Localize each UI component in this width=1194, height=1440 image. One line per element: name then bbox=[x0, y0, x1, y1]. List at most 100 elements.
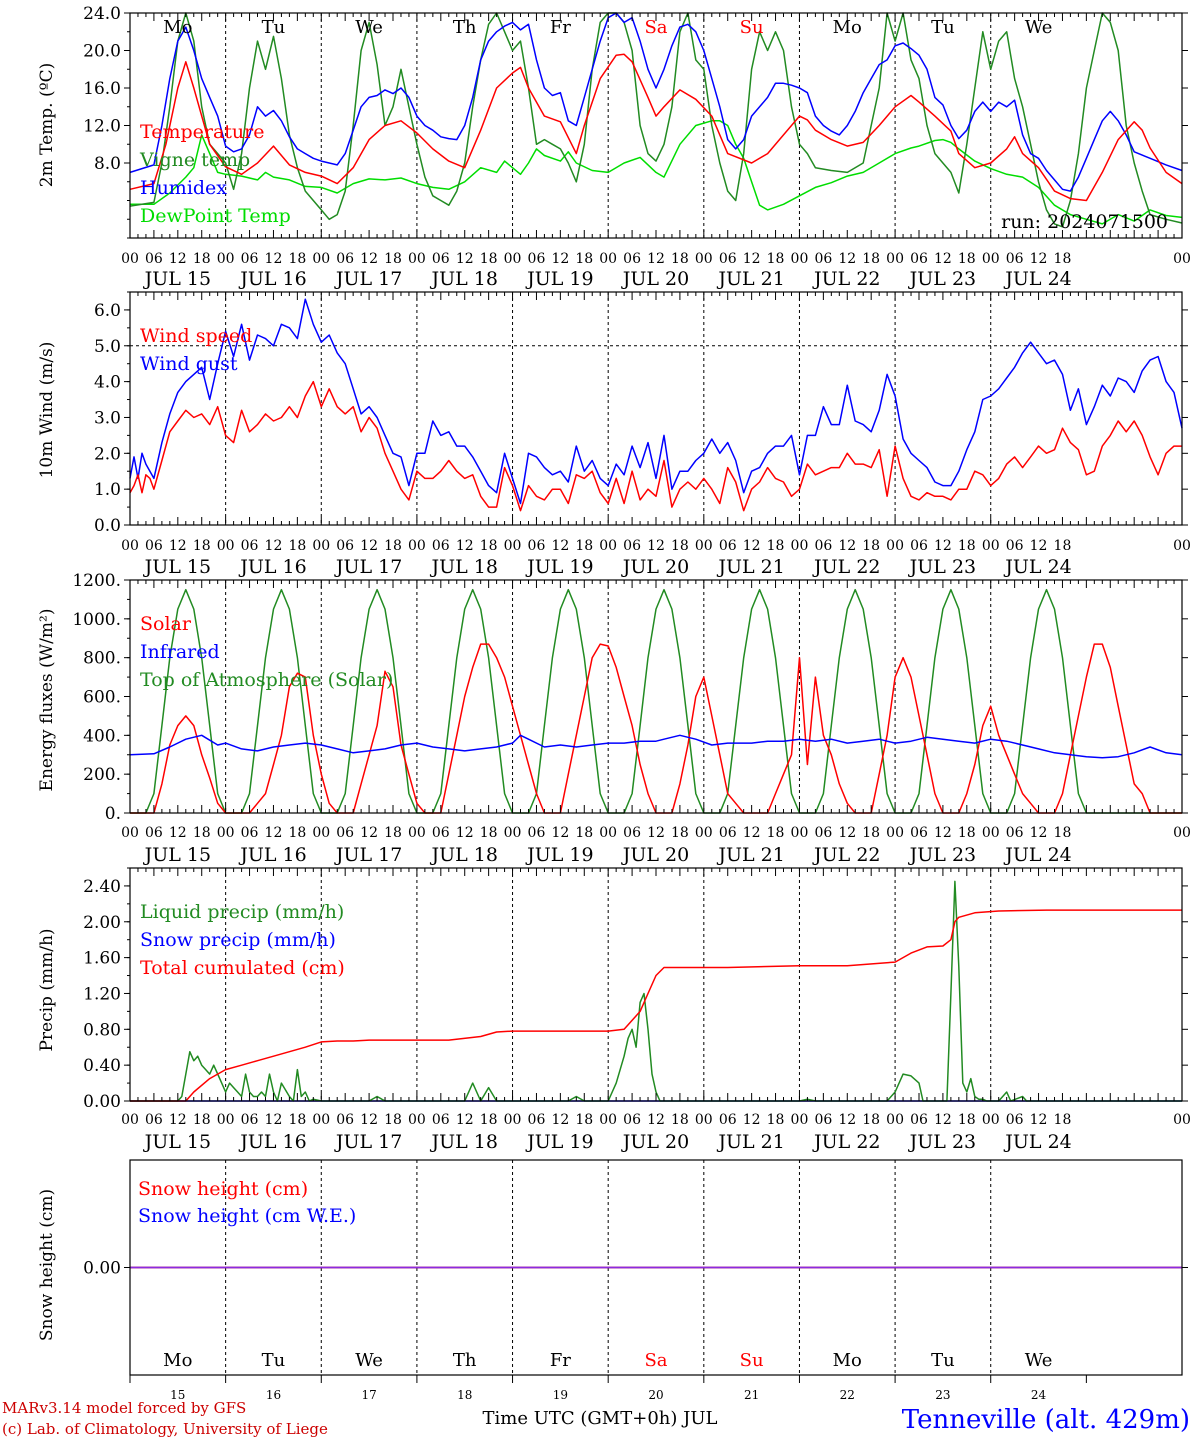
hour-label: 06 bbox=[528, 825, 546, 841]
y-tick-label: 400. bbox=[83, 726, 121, 746]
y-tick-label: 16.0 bbox=[83, 79, 121, 99]
weekday-label: We bbox=[355, 17, 383, 38]
hour-label: 06 bbox=[336, 251, 354, 267]
hour-label: 18 bbox=[958, 251, 976, 267]
series-line-solar bbox=[130, 643, 1182, 814]
weekday-label: Sa bbox=[644, 17, 667, 38]
hour-label: 06 bbox=[432, 538, 450, 554]
weekday-label: Tu bbox=[931, 17, 955, 38]
hour-label: 00 bbox=[886, 251, 904, 267]
hour-label: 00 bbox=[599, 1112, 617, 1128]
hour-label: 06 bbox=[241, 251, 259, 267]
legend-entry: Vigne temp bbox=[139, 149, 250, 171]
day-number-label: 24 bbox=[1031, 1388, 1047, 1402]
hour-label: 18 bbox=[384, 538, 402, 554]
date-label: JUL 17 bbox=[334, 556, 402, 578]
hour-label: 12 bbox=[838, 538, 856, 554]
y-tick-label: 0. bbox=[105, 804, 121, 824]
y-tick-label: 2.00 bbox=[83, 913, 121, 933]
weekday-label: Mo bbox=[833, 17, 862, 38]
hour-label: 00 bbox=[886, 1112, 904, 1128]
legend-entry: Solar bbox=[140, 613, 192, 635]
hour-label: 06 bbox=[528, 1112, 546, 1128]
hour-label: 06 bbox=[910, 538, 928, 554]
legend-entry: Liquid precip (mm/h) bbox=[140, 901, 344, 923]
legend-entry: Temperature bbox=[140, 121, 264, 143]
hour-label: 00 bbox=[599, 251, 617, 267]
hour-label: 12 bbox=[647, 251, 665, 267]
series-line-temperature bbox=[129, 53, 1183, 202]
hour-label: 18 bbox=[1054, 825, 1072, 841]
y-tick-label: 0.80 bbox=[83, 1020, 121, 1040]
hour-label: 18 bbox=[384, 251, 402, 267]
hour-label: 00 bbox=[121, 825, 139, 841]
hour-label: 18 bbox=[1054, 538, 1072, 554]
hour-label: 18 bbox=[1054, 251, 1072, 267]
hour-label: 06 bbox=[145, 538, 163, 554]
y-tick-label: 8.0 bbox=[94, 154, 121, 174]
hour-label: 00 bbox=[504, 538, 522, 554]
date-label: JUL 20 bbox=[621, 556, 689, 578]
hour-label: 06 bbox=[719, 825, 737, 841]
hour-label: 00 bbox=[312, 251, 330, 267]
weekday-label: Tu bbox=[262, 17, 286, 38]
hour-label: 18 bbox=[288, 1112, 306, 1128]
hour-label: 12 bbox=[647, 1112, 665, 1128]
hour-label: 06 bbox=[910, 825, 928, 841]
date-label: JUL 21 bbox=[716, 844, 784, 866]
date-label: JUL 23 bbox=[908, 844, 976, 866]
legend-entry: Humidex bbox=[140, 177, 227, 199]
hour-label: 06 bbox=[432, 825, 450, 841]
hour-label: 00 bbox=[886, 825, 904, 841]
hour-label: 06 bbox=[145, 251, 163, 267]
hour-label: 18 bbox=[767, 1112, 785, 1128]
hour-label: 18 bbox=[193, 538, 211, 554]
weekday-label: Tu bbox=[931, 1350, 955, 1371]
hour-label: 00 bbox=[504, 1112, 522, 1128]
hour-label: 18 bbox=[958, 538, 976, 554]
day-number-label: 22 bbox=[840, 1388, 855, 1402]
date-label: JUL 15 bbox=[143, 844, 211, 866]
hour-label: 18 bbox=[958, 825, 976, 841]
hour-label: 00 bbox=[695, 1112, 713, 1128]
hour-label: 12 bbox=[838, 825, 856, 841]
hour-label: 18 bbox=[862, 538, 880, 554]
day-number-label: 19 bbox=[553, 1388, 568, 1402]
hour-label: 00 bbox=[121, 1112, 139, 1128]
day-number-label: 17 bbox=[361, 1388, 376, 1402]
x-axis-label: Time UTC (GMT+0h) JUL bbox=[483, 1408, 718, 1429]
hour-label: 06 bbox=[1006, 538, 1024, 554]
date-label: JUL 20 bbox=[621, 268, 689, 290]
hour-label: 18 bbox=[575, 251, 593, 267]
panel-4: 0.00 0.40 0.80 1.20 1.60 2.00 2.40 Precip (mm/h… bbox=[37, 867, 1191, 1153]
hour-label: 06 bbox=[528, 251, 546, 267]
legend-entry: Infrared bbox=[140, 641, 220, 663]
hour-label: 06 bbox=[1006, 251, 1024, 267]
hour-label: 12 bbox=[838, 251, 856, 267]
date-label: JUL 19 bbox=[525, 556, 593, 578]
day-number-label: 16 bbox=[266, 1388, 281, 1402]
hour-label: 12 bbox=[743, 1112, 761, 1128]
legend-entry: Wind gust bbox=[140, 353, 238, 375]
hour-label: 00 bbox=[121, 251, 139, 267]
date-label: JUL 17 bbox=[334, 1131, 402, 1153]
hour-label: 00 bbox=[695, 825, 713, 841]
hour-label: 06 bbox=[719, 538, 737, 554]
hour-label: 00 bbox=[599, 538, 617, 554]
hour-label: 18 bbox=[671, 1112, 689, 1128]
hour-label: 00 bbox=[408, 251, 426, 267]
hour-label: 18 bbox=[1054, 1112, 1072, 1128]
hour-label: 18 bbox=[767, 825, 785, 841]
hour-label: 00 bbox=[695, 538, 713, 554]
y-tick-label: 1000. bbox=[72, 610, 121, 630]
weekday-label: Sa bbox=[644, 1350, 667, 1371]
y-tick-label: 3.0 bbox=[94, 408, 121, 428]
hour-label: 06 bbox=[910, 251, 928, 267]
hour-label: 00 bbox=[982, 1112, 1000, 1128]
weekday-label: Fr bbox=[550, 17, 571, 38]
hour-label: 12 bbox=[265, 538, 283, 554]
date-label: JUL 20 bbox=[621, 1131, 689, 1153]
weekday-label: Tu bbox=[262, 1350, 286, 1371]
hour-label: 00 bbox=[1173, 825, 1191, 841]
hour-label: 12 bbox=[456, 825, 474, 841]
